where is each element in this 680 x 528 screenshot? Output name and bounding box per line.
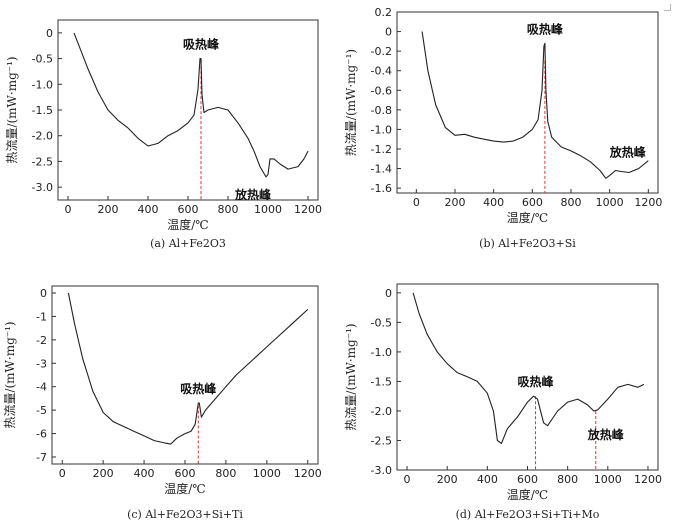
plot-frame	[396, 11, 659, 194]
x-tick-label: 200	[437, 473, 458, 486]
y-tick-label: -1.6	[371, 182, 392, 195]
x-tick-label: 800	[215, 467, 236, 480]
peak-annotation: 放热峰	[234, 187, 272, 202]
peak-annotation: 吸热峰	[180, 381, 217, 396]
panel-d: 0 200 400 600 800 1000 1200 0 -0.5 -1.0 -1.5 -2.0 -2…	[344, 283, 662, 521]
x-tick-label: 200	[93, 467, 114, 480]
x-tick-label: 1000	[594, 473, 622, 486]
x-axis-title: 温度/℃	[167, 217, 208, 232]
x-tick-label: 1200	[634, 196, 662, 209]
panel-caption: (d) Al+Fe2O3+Si+Ti+Mo	[456, 508, 600, 521]
heat-flow-curve	[412, 292, 645, 444]
heat-flow-curve	[73, 32, 309, 178]
y-tick-label: -1.5	[371, 375, 392, 388]
y-tick-label: -7	[36, 451, 47, 464]
y-tick-label: -2.0	[32, 130, 53, 143]
x-tick-label: 0	[404, 473, 411, 486]
x-tick-label: 600	[517, 473, 538, 486]
y-tick-label: -2	[36, 334, 47, 347]
y-tick-label: -0.6	[371, 84, 392, 97]
y-tick-label: -0.4	[371, 65, 392, 78]
x-tick-label: 800	[561, 196, 582, 209]
y-tick-label: 0	[385, 26, 392, 39]
x-tick-label: 400	[483, 196, 504, 209]
y-tick-label: -2.5	[371, 434, 392, 447]
panel-caption: (b) Al+Fe2O3+Si	[479, 237, 576, 250]
page-corner-mark	[664, 4, 671, 11]
x-axis-title: 温度/℃	[164, 481, 205, 496]
y-tick-label: -0.8	[371, 104, 392, 117]
x-tick-label: 600	[175, 467, 196, 480]
peak-annotation: 放热峰	[587, 427, 625, 442]
y-tick-label: -1.2	[371, 143, 392, 156]
peak-annotation: 吸热峰	[518, 374, 555, 389]
x-tick-label: 200	[445, 196, 466, 209]
x-tick-label: 400	[134, 467, 155, 480]
y-tick-label: -1.0	[371, 346, 392, 359]
y-tick-label: 0	[385, 287, 392, 300]
y-tick-label: -6	[36, 428, 47, 441]
y-tick-label: -2.5	[32, 155, 53, 168]
x-tick-label: 0	[413, 196, 420, 209]
x-axis-title: 温度/℃	[507, 210, 548, 225]
panel-b: 0 200 400 600 800 1000 1200 0.2 0 -0.2 -0.4 -0.6 -0.…	[344, 6, 662, 250]
y-tick-label: -1.4	[371, 163, 392, 176]
y-tick-label: -1	[36, 310, 47, 323]
peak-annotation: 吸热峰	[527, 21, 564, 36]
x-tick-label: 1200	[634, 473, 662, 486]
x-tick-label: 1200	[294, 467, 322, 480]
y-axis-title: 热流量/(mW·mg⁻¹)	[5, 56, 19, 163]
y-tick-label: -3	[36, 357, 47, 370]
y-tick-label: 0	[40, 287, 47, 300]
peak-annotation: 吸热峰	[183, 37, 220, 52]
heat-flow-curve	[421, 31, 649, 179]
panel-caption: (a) Al+Fe2O3	[150, 237, 226, 250]
y-tick-label: -1.0	[32, 78, 53, 91]
x-tick-label: 0	[65, 203, 72, 216]
panel-caption: (c) Al+Fe2O3+Si+Ti	[127, 508, 243, 521]
x-tick-label: 800	[218, 203, 239, 216]
x-tick-label: 1200	[294, 203, 322, 216]
x-axis-title: 温度/℃	[507, 487, 548, 502]
x-tick-label: 0	[59, 467, 66, 480]
y-tick-label: -1.0	[371, 123, 392, 136]
x-tick-label: 1000	[254, 203, 282, 216]
x-tick-label: 800	[557, 473, 578, 486]
y-tick-label: -3.0	[32, 181, 53, 194]
plot-frame	[51, 285, 319, 465]
x-tick-label: 400	[138, 203, 159, 216]
y-tick-label: -5	[36, 404, 47, 417]
x-tick-label: 600	[178, 203, 199, 216]
y-axis-title: 热流量/(mW·mg⁻¹)	[344, 323, 358, 430]
y-tick-label: -0.5	[371, 316, 392, 329]
peak-annotation: 放热峰	[609, 144, 647, 159]
heat-flow-curve	[67, 292, 309, 445]
y-axis-title: 热流量/(mW·mg⁻¹)	[344, 49, 358, 156]
y-tick-label: 0.2	[375, 6, 393, 19]
y-tick-label: -3.0	[371, 464, 392, 477]
x-tick-label: 400	[477, 473, 498, 486]
y-tick-label: -2.0	[371, 405, 392, 418]
y-tick-label: -0.5	[32, 53, 53, 66]
y-tick-label: -4	[36, 381, 47, 394]
y-axis-title: 热流量/(mW·mg⁻¹)	[3, 321, 17, 428]
y-tick-label: 0	[46, 27, 53, 40]
panel-c: 0 200 400 600 800 1000 1200 0 -1 -2 -3 -4 -5 -6 -7 温度/℃…	[3, 285, 322, 521]
x-tick-label: 1000	[253, 467, 281, 480]
x-tick-label: 200	[98, 203, 119, 216]
y-tick-label: -1.5	[32, 104, 53, 117]
panel-a: 0 200 400 600 800 1000 1200 0 -0.5 -1.0 -1.5 -2.0 -2…	[5, 19, 322, 250]
x-tick-label: 1000	[596, 196, 624, 209]
x-tick-label: 600	[522, 196, 543, 209]
y-tick-label: -0.2	[371, 45, 392, 58]
